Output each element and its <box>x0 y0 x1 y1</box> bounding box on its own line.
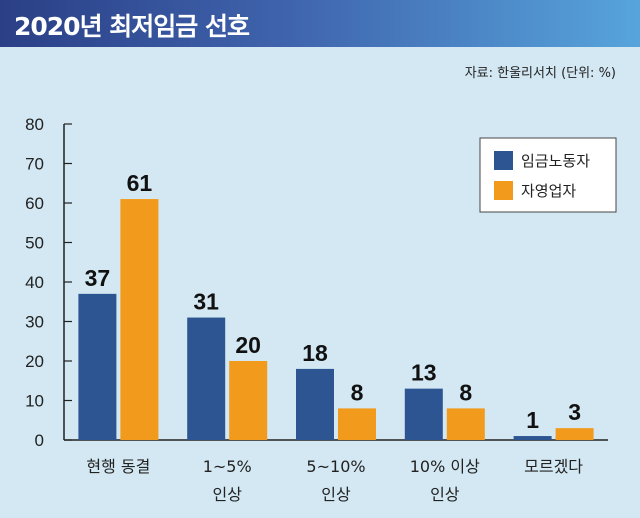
x-category-label: 인상 <box>212 485 242 504</box>
data-label: 18 <box>302 340 328 366</box>
legend-swatch <box>494 151 513 170</box>
bar-wage-workers <box>404 388 443 440</box>
x-category-label: 1~5% <box>203 457 252 476</box>
data-label: 37 <box>85 265 111 291</box>
chart-title: 2020년 최저임금 선호 <box>14 12 250 41</box>
x-category-label: 10% 이상 <box>410 457 480 476</box>
x-category-label: 인상 <box>321 485 351 504</box>
data-label: 31 <box>193 289 219 315</box>
y-tick-label: 10 <box>25 392 44 411</box>
bar-wage-workers <box>78 293 117 440</box>
data-label: 13 <box>411 360 437 386</box>
y-tick-label: 30 <box>25 313 44 332</box>
y-tick-label: 0 <box>35 431 44 450</box>
bar-self-employed <box>555 428 594 440</box>
data-label: 1 <box>526 407 539 433</box>
y-tick-label: 20 <box>25 352 44 371</box>
data-label: 8 <box>459 379 472 405</box>
source-note: 자료: 한울리서치 (단위: %) <box>464 66 616 81</box>
x-category-label: 모르겠다 <box>524 457 583 476</box>
y-tick-label: 70 <box>25 155 44 174</box>
x-category-label: 현행 동결 <box>86 457 150 476</box>
legend-label: 자영업자 <box>521 182 576 200</box>
data-label: 8 <box>351 379 364 405</box>
data-label: 3 <box>568 399 581 425</box>
legend-label: 임금노동자 <box>521 152 590 170</box>
legend-box <box>479 137 617 213</box>
bar-self-employed <box>338 408 376 440</box>
x-category-label: 인상 <box>430 485 460 504</box>
bar-self-employed <box>229 361 268 440</box>
data-label: 20 <box>235 332 261 358</box>
y-tick-label: 40 <box>25 273 44 292</box>
bar-wage-workers <box>296 368 334 440</box>
y-tick-label: 50 <box>25 234 44 253</box>
legend-swatch <box>494 181 513 200</box>
y-tick-label: 60 <box>25 194 44 213</box>
bar-wage-workers <box>187 317 226 440</box>
bar-self-employed <box>120 199 159 440</box>
bar-self-employed <box>446 408 485 440</box>
y-tick-label: 80 <box>25 115 44 134</box>
x-category-label: 5~10% <box>306 457 365 476</box>
title-banner: 2020년 최저임금 선호 <box>0 0 640 47</box>
bar-wage-workers <box>513 436 552 440</box>
data-label: 61 <box>127 170 153 196</box>
